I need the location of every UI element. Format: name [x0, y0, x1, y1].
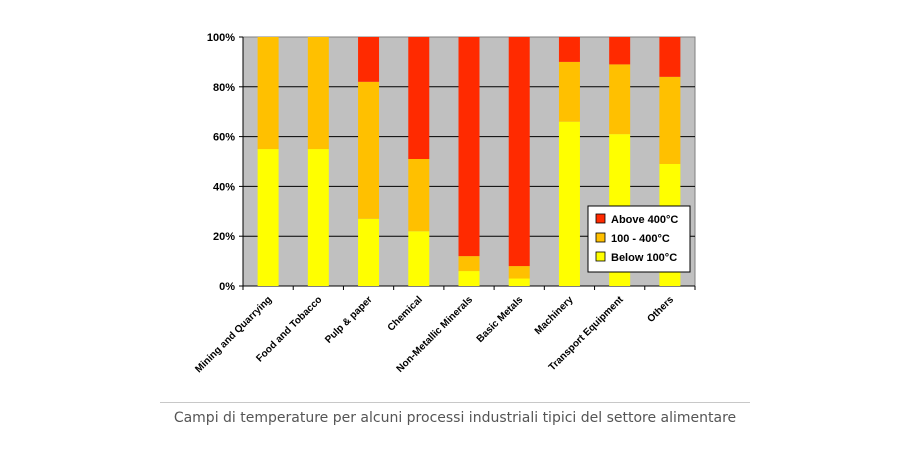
- y-tick-label: 100%: [207, 32, 235, 44]
- bar-segment: [458, 271, 480, 286]
- legend-label: Below 100°C: [611, 252, 677, 264]
- x-tick-label: Others: [645, 294, 676, 325]
- bar-segment: [307, 37, 329, 150]
- bar-segment: [609, 37, 631, 65]
- stacked-bar-chart: 0%20%40%60%80%100%Mining and QuarryingFo…: [193, 32, 696, 375]
- bar-segment: [558, 37, 580, 62]
- y-tick-label: 80%: [213, 82, 235, 94]
- y-tick-label: 40%: [213, 181, 235, 193]
- bar-segment: [508, 278, 530, 286]
- bar-segment: [508, 266, 530, 279]
- chart-area: 0% 20% 40% 60% 80% 100% Mining and Quarrying Fo…: [193, 32, 696, 375]
- x-tick-label: Chemical: [386, 294, 425, 333]
- bar-segment: [408, 159, 430, 232]
- x-tick-label: Basic Metals: [475, 294, 526, 345]
- bar-segment: [307, 149, 329, 286]
- bar-segment: [508, 37, 530, 267]
- bar-segment: [458, 256, 480, 272]
- legend-swatch: [595, 251, 606, 262]
- bar-segment: [558, 121, 580, 286]
- y-tick-label: 20%: [213, 231, 235, 243]
- bar-segment: [257, 149, 279, 286]
- caption-divider: [160, 402, 750, 403]
- bar-segment: [609, 64, 631, 135]
- bar-segment: [257, 37, 279, 150]
- bar-segment: [408, 231, 430, 286]
- x-tick-label: Machinery: [533, 294, 576, 337]
- bar-segment: [408, 37, 430, 160]
- bar-segment: [558, 61, 580, 122]
- legend-label: Above 400°C: [611, 214, 678, 226]
- y-tick-label: 0%: [219, 281, 235, 293]
- bar-segment: [358, 218, 380, 286]
- bar-segment: [458, 37, 480, 257]
- x-tick-label: Pulp & paper: [323, 294, 374, 345]
- bar-segment: [659, 76, 681, 164]
- bar-segment: [358, 81, 380, 219]
- y-tick-label: 60%: [213, 132, 235, 144]
- figure-caption: Campi di temperature per alcuni processi…: [173, 410, 737, 426]
- legend-label: 100 - 400°C: [611, 233, 670, 245]
- legend-swatch: [595, 213, 606, 224]
- bar-segment: [358, 37, 380, 82]
- legend-swatch: [595, 232, 606, 243]
- bar-segment: [659, 37, 681, 77]
